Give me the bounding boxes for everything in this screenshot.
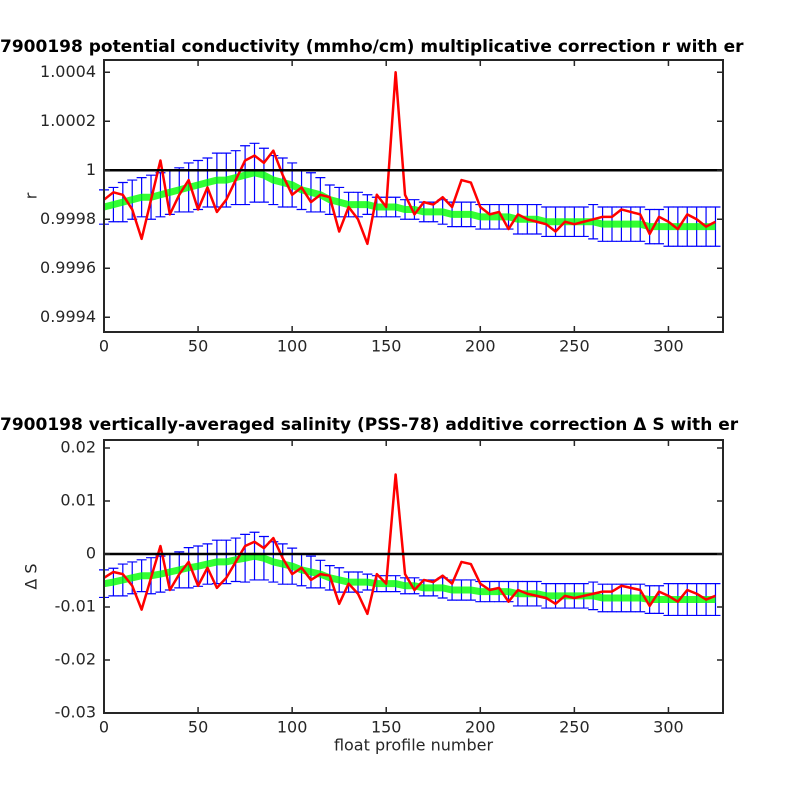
chart-title: 7900198 vertically-averaged salinity (PS… [0,415,739,435]
y-tick-label: 0.9998 [40,209,96,228]
axes-box [103,59,724,333]
y-tick-label: 0.9996 [40,258,96,277]
x-tick-label: 50 [188,718,208,737]
y-tick-label: 1 [86,160,96,179]
x-tick-label: 150 [371,337,402,356]
data-line [103,71,717,246]
x-tick-label: 150 [371,718,402,737]
x-tick-label: 200 [465,337,496,356]
y-tick-label: 1.0002 [40,111,96,130]
fit-line [103,552,716,604]
y-tick-label: -0.02 [55,649,96,668]
axes-box [103,439,724,714]
x-tick-label: 100 [277,718,308,737]
x-tick-label: 0 [99,718,109,737]
data-line [103,473,716,616]
y-axis-label: Δ S [22,563,41,589]
y-tick-label: 1.0004 [40,62,96,81]
y-axis-label: r [22,192,41,199]
chart-title: 7900198 potential conductivity (mmho/cm)… [0,37,744,57]
y-tick-label: -0.01 [55,596,96,615]
y-tick-label: 0.02 [60,437,96,456]
x-tick-label: 200 [465,718,496,737]
x-tick-label: 300 [653,337,684,356]
x-tick-label: 250 [559,337,590,356]
x-tick-label: 50 [188,337,208,356]
x-tick-label: 300 [653,718,684,737]
y-tick-label: 0.9994 [40,307,96,326]
x-tick-label: 0 [99,337,109,356]
y-tick-label: 0.01 [60,490,96,509]
x-tick-label: 100 [277,337,308,356]
x-axis-label: float profile number [334,736,494,755]
x-tick-label: 250 [559,718,590,737]
y-tick-label: 0 [86,543,96,562]
y-tick-label: -0.03 [55,703,96,722]
fit-line [103,169,716,231]
